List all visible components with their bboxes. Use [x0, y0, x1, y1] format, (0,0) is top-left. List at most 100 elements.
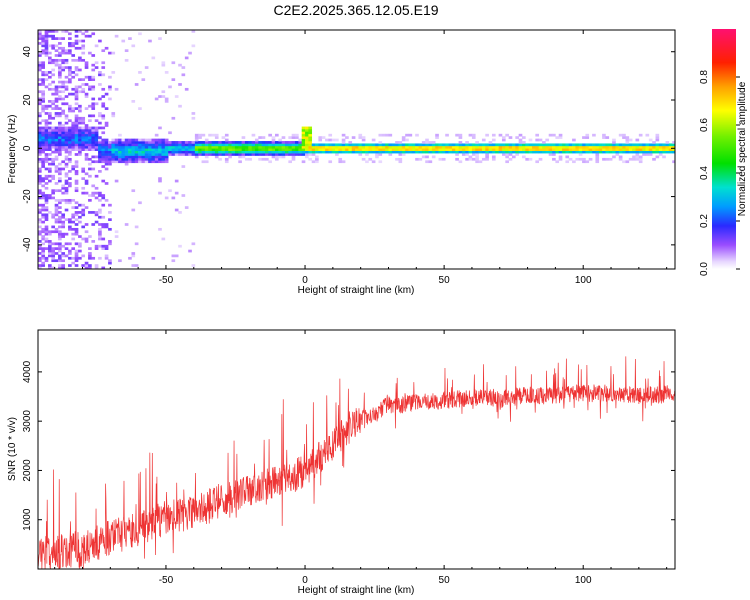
spectrogram-cell — [48, 167, 52, 171]
spectrogram-cell — [221, 150, 226, 154]
spectrogram-cell — [41, 133, 45, 137]
spectrogram-cell — [445, 133, 449, 137]
spectrogram-cell — [48, 83, 52, 86]
spectrogram-cell — [632, 148, 636, 151]
spectrogram-cell — [268, 148, 272, 151]
spectrogram-cell — [61, 30, 66, 33]
spectrogram-cell — [84, 206, 89, 209]
spectrogram-cell — [491, 145, 496, 149]
spectrogram-cell — [98, 215, 102, 219]
spectrogram-cell — [211, 150, 216, 154]
spectrogram-cell — [224, 157, 229, 161]
spectrogram-cell — [94, 102, 99, 106]
spectrogram-cell — [38, 83, 42, 86]
spectrogram-cell — [38, 37, 42, 40]
spectrogram-cell — [144, 138, 149, 142]
spectrogram-cell — [128, 160, 132, 164]
spectrogram-cell — [184, 141, 189, 144]
spectrogram-cell — [81, 208, 86, 212]
spectrogram-cell — [51, 259, 55, 263]
spectrogram-cell — [458, 136, 463, 139]
spectrogram-cell — [54, 259, 59, 263]
spectrogram-cell — [672, 160, 675, 164]
spectrogram-cell — [68, 227, 72, 231]
spectrogram-cell — [98, 198, 102, 202]
spectrogram-cell — [54, 87, 59, 91]
spectrogram-cell — [64, 102, 69, 106]
spectrogram-cell — [201, 153, 206, 156]
spectrogram-cell — [495, 145, 499, 149]
spectrogram-cell — [68, 170, 72, 173]
spectrogram-cell — [51, 162, 55, 166]
spectrogram-cell — [605, 145, 610, 149]
spectrogram-cell — [224, 138, 229, 142]
spectrogram-x-ticks: -50 0 50 100 — [54, 30, 668, 286]
spectrogram-cell — [211, 145, 216, 149]
spectrogram-cell — [58, 42, 62, 45]
spectrogram-cell — [54, 252, 59, 255]
spectrogram-cell — [478, 145, 483, 149]
spectrogram-cell — [258, 145, 262, 149]
spectrogram-cell — [194, 153, 199, 156]
spectrogram-cell — [84, 83, 89, 86]
spectrogram-cell — [371, 138, 376, 142]
spectrogram-cell — [131, 252, 136, 255]
spectrogram-cell — [101, 61, 106, 65]
spectrogram-cell — [51, 215, 55, 219]
spectrogram-cell — [81, 143, 86, 147]
spectrogram-cell — [355, 148, 359, 151]
spectrogram-cell — [111, 112, 116, 115]
spectrogram-cell — [251, 153, 256, 156]
spectrogram-cell — [465, 143, 469, 147]
spectrogram-cell — [68, 119, 72, 123]
spectrogram-cell — [118, 138, 122, 142]
spectrogram-cell — [48, 131, 52, 135]
spectrogram-cell — [575, 143, 580, 147]
spectrogram-cell — [178, 143, 182, 147]
spectrogram-cell — [562, 148, 566, 151]
spectrogram-cell — [38, 66, 42, 69]
spectrogram-cell — [98, 155, 102, 159]
spectrogram-cell — [68, 157, 72, 161]
spectrogram-cell — [254, 145, 259, 149]
spectrogram-cell — [68, 153, 72, 156]
spectrogram-cell — [44, 126, 49, 130]
spectrogram-cell — [134, 225, 139, 229]
spectrogram-cell — [635, 138, 640, 142]
spectrogram-cell — [61, 112, 66, 115]
spectrogram-cell — [98, 83, 102, 86]
spectrogram-cell — [268, 143, 272, 147]
spectrogram-cell — [481, 138, 486, 142]
spectrogram-cell — [61, 51, 66, 55]
spectrogram-cell — [54, 227, 59, 231]
spectrogram-cell — [48, 87, 52, 91]
spectrogram-cell — [81, 32, 86, 36]
spectrogram-cell — [204, 160, 209, 164]
spectrogram-cell — [515, 153, 519, 156]
spectrogram-cell — [254, 141, 259, 144]
spectrogram-cell — [101, 95, 106, 98]
spectrogram-cell — [234, 145, 239, 149]
spectrogram-cell — [501, 153, 506, 156]
spectrogram-cell — [71, 167, 76, 171]
spectrogram-cell — [415, 157, 419, 161]
spectrogram-cell — [81, 145, 86, 149]
spectrogram-cell — [188, 143, 192, 147]
spectrogram-cell — [638, 155, 643, 159]
spectrogram-cell — [194, 133, 199, 137]
spectrogram-cell — [158, 141, 162, 144]
spectrogram-cell — [144, 148, 149, 151]
spectrogram-cell — [455, 153, 459, 156]
spectrogram-cell — [582, 150, 586, 154]
spectrogram-cell — [368, 150, 373, 154]
spectrogram-cell — [572, 143, 576, 147]
spectrogram-cell — [161, 141, 166, 144]
spectrogram-cell — [461, 153, 466, 156]
spectrogram-cell — [275, 153, 279, 156]
spectrogram-cell — [44, 85, 49, 89]
spectrogram-cell — [221, 145, 226, 149]
spectrogram-cell — [51, 157, 55, 161]
spectrogram-cell — [58, 141, 62, 144]
spectrogram-cell — [151, 138, 156, 142]
